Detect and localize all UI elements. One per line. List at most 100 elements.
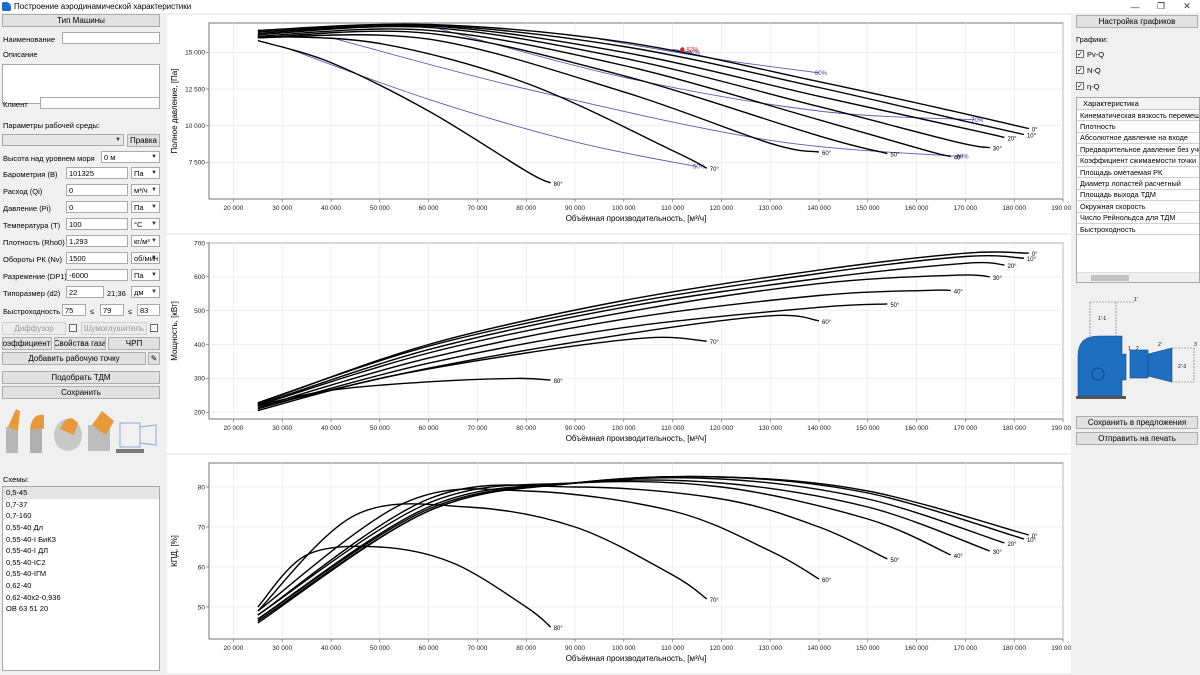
density-unit-select[interactable]: кг/м³ ▼ bbox=[131, 235, 160, 247]
speed-max-input[interactable]: 83 bbox=[137, 304, 160, 316]
pressure-input[interactable]: 0 bbox=[66, 201, 128, 213]
vacuum-unit: Па bbox=[134, 270, 144, 280]
flow-input[interactable]: 0 bbox=[66, 184, 128, 196]
gas-properties-button[interactable]: Свойства газа bbox=[54, 337, 106, 350]
chevron-down-icon: ▼ bbox=[151, 238, 157, 244]
horizontal-scrollbar[interactable] bbox=[1077, 272, 1199, 282]
save-button[interactable]: Сохранить bbox=[2, 386, 160, 399]
barometry-label: Барометрия (B) bbox=[3, 170, 58, 179]
rpm-input[interactable]: 1500 bbox=[66, 252, 128, 264]
series-line bbox=[257, 289, 951, 408]
table-row[interactable]: Окружная скорость bbox=[1077, 201, 1199, 213]
edit-env-button[interactable]: Правка bbox=[127, 134, 160, 147]
pressure-chart[interactable]: 20 000 30 000 40 000 50 000 60 000 70 000 80 0… bbox=[167, 15, 1075, 233]
table-row[interactable]: Предварительное давление без учета bbox=[1077, 144, 1199, 156]
work-point-marker[interactable] bbox=[680, 47, 685, 52]
machine-type-button[interactable]: Тип Машины bbox=[2, 14, 160, 27]
machine-images-strip[interactable] bbox=[2, 405, 160, 463]
pv-q-checkbox[interactable]: ✓ bbox=[1076, 50, 1084, 58]
x-tick-label: 140 000 bbox=[807, 645, 831, 652]
list-item[interactable]: 0,55-40-IГМ bbox=[6, 569, 47, 579]
table-row[interactable]: Диаметр лопастей расчетный bbox=[1077, 178, 1199, 190]
size-input[interactable]: 22 bbox=[66, 286, 104, 298]
density-input[interactable]: 1,293 bbox=[66, 235, 128, 247]
list-item[interactable]: 0,5-45 bbox=[3, 487, 159, 499]
series-label: 10° bbox=[1027, 538, 1037, 544]
client-input[interactable] bbox=[40, 97, 160, 109]
n-q-checkbox[interactable]: ✓ bbox=[1076, 66, 1084, 74]
barometry-input[interactable]: 101325 bbox=[66, 167, 128, 179]
list-item[interactable]: 0,55-40-I БиКЗ bbox=[6, 534, 57, 544]
chevron-down-icon: ▼ bbox=[151, 289, 157, 295]
le-symbol: ≤ bbox=[90, 307, 95, 316]
speed-min-input[interactable]: 75 bbox=[62, 304, 86, 316]
series-label: 20° bbox=[1007, 542, 1017, 548]
list-item[interactable]: 0,62-40х2-0,936 bbox=[6, 592, 61, 602]
table-row[interactable]: Число Рейнольдса для ТДМ bbox=[1077, 213, 1199, 224]
table-row[interactable]: Быстроходность bbox=[1077, 224, 1199, 236]
table-row[interactable]: Коэффициент сжимаемости точки bbox=[1077, 156, 1199, 167]
schemes-list: 0,5-45 0,7-37 0,7-160 0,55-40 Дл 0,55-40… bbox=[2, 486, 160, 671]
vacuum-input[interactable]: -6000 bbox=[66, 269, 128, 281]
list-item[interactable]: 0,7-160 bbox=[6, 511, 32, 521]
silencer-button[interactable]: Шумоглушитель bbox=[81, 322, 147, 335]
table-row[interactable]: Кинематическая вязкость перемещаемой сре… bbox=[1077, 110, 1199, 122]
power-chart[interactable]: 20 000 30 000 40 000 50 000 60 000 70 000 80 0… bbox=[167, 235, 1075, 453]
list-item[interactable]: 0,55-40-IC2 bbox=[6, 557, 46, 567]
diagram-label: 2'-3 bbox=[1178, 364, 1186, 370]
x-tick-label: 70 000 bbox=[467, 205, 487, 212]
pressure-unit-select[interactable]: Па ▼ bbox=[131, 201, 160, 213]
size-unit-select[interactable]: дм ▼ bbox=[131, 286, 160, 298]
pick-tdm-button[interactable]: Подобрать ТДМ bbox=[2, 371, 160, 384]
list-item[interactable]: 0,55-40-I ДЛ bbox=[6, 546, 49, 556]
series-label: 30° bbox=[993, 147, 1003, 153]
properties-table: Характеристика Кинематическая вязкость п… bbox=[1076, 97, 1200, 283]
list-item[interactable]: 0,55-40 Дл bbox=[6, 523, 43, 533]
series-line bbox=[257, 545, 552, 628]
save-to-offers-button[interactable]: Сохранить в предложения bbox=[1076, 416, 1198, 429]
minimize-button[interactable]: — bbox=[1130, 1, 1140, 12]
series-label: 30° bbox=[993, 550, 1003, 556]
add-work-point-button[interactable]: Добавить рабочую точку bbox=[2, 352, 146, 365]
close-button[interactable]: ✕ bbox=[1183, 1, 1191, 11]
diffuser-checkbox[interactable] bbox=[69, 324, 77, 332]
print-button[interactable]: Отправить на печать bbox=[1076, 432, 1198, 445]
list-item[interactable]: 0,62-40 bbox=[6, 581, 32, 591]
edit-point-button[interactable]: ✎ bbox=[148, 352, 160, 365]
x-tick-label: 180 000 bbox=[1002, 645, 1026, 652]
vfd-button[interactable]: ЧРП bbox=[108, 337, 160, 350]
eta-q-label: η-Q bbox=[1087, 82, 1100, 91]
altitude-select[interactable]: 0 м ▼ bbox=[101, 151, 160, 163]
maximize-button[interactable]: ❐ bbox=[1156, 1, 1166, 11]
table-row[interactable]: Площадь выхода ТДМ bbox=[1077, 190, 1199, 202]
silencer-checkbox[interactable] bbox=[150, 324, 158, 332]
table-row[interactable]: Площадь ометаемая РК bbox=[1077, 167, 1199, 179]
temperature-input[interactable]: 100 bbox=[66, 218, 128, 230]
list-item[interactable]: 0,7-37 bbox=[6, 499, 28, 509]
series-line bbox=[257, 488, 820, 612]
barometry-unit-select[interactable]: Па ▼ bbox=[131, 167, 160, 179]
base-frame-icon bbox=[1076, 396, 1126, 399]
temperature-unit-select[interactable]: °С ▼ bbox=[131, 218, 160, 230]
efficiency-chart[interactable]: 20 000 30 000 40 000 50 000 60 000 70 000 80 0… bbox=[167, 455, 1075, 673]
chart-settings-button[interactable]: Настройка графиков bbox=[1076, 15, 1198, 28]
flow-unit-select[interactable]: м³/ч ▼ bbox=[131, 184, 160, 196]
barometry-unit: Па bbox=[134, 168, 144, 178]
rpm-unit-select[interactable]: об/мин ▼ bbox=[131, 252, 160, 264]
table-row[interactable]: Плотность bbox=[1077, 121, 1199, 133]
scrollbar-thumb[interactable] bbox=[1091, 275, 1129, 281]
le-symbol: ≤ bbox=[128, 307, 133, 316]
name-input[interactable] bbox=[62, 32, 160, 44]
list-item[interactable]: ОВ 63 51 20 bbox=[6, 604, 49, 614]
env-select[interactable]: ▼ bbox=[2, 134, 124, 146]
vacuum-unit-select[interactable]: Па ▼ bbox=[131, 269, 160, 281]
eta-q-checkbox[interactable]: ✓ bbox=[1076, 82, 1084, 90]
speed-value-input[interactable]: 79 bbox=[100, 304, 124, 316]
x-tick-label: 30 000 bbox=[272, 425, 292, 432]
coefficients-button[interactable]: Коэффициенты bbox=[2, 337, 52, 350]
x-tick-label: 130 000 bbox=[758, 425, 782, 432]
table-row[interactable]: Абсолютное давление на входе bbox=[1077, 133, 1199, 145]
x-tick-label: 80 000 bbox=[516, 205, 536, 212]
window-title: Построение аэродинамической характеристи… bbox=[14, 2, 192, 11]
diffuser-button[interactable]: Диффузор bbox=[2, 322, 66, 335]
